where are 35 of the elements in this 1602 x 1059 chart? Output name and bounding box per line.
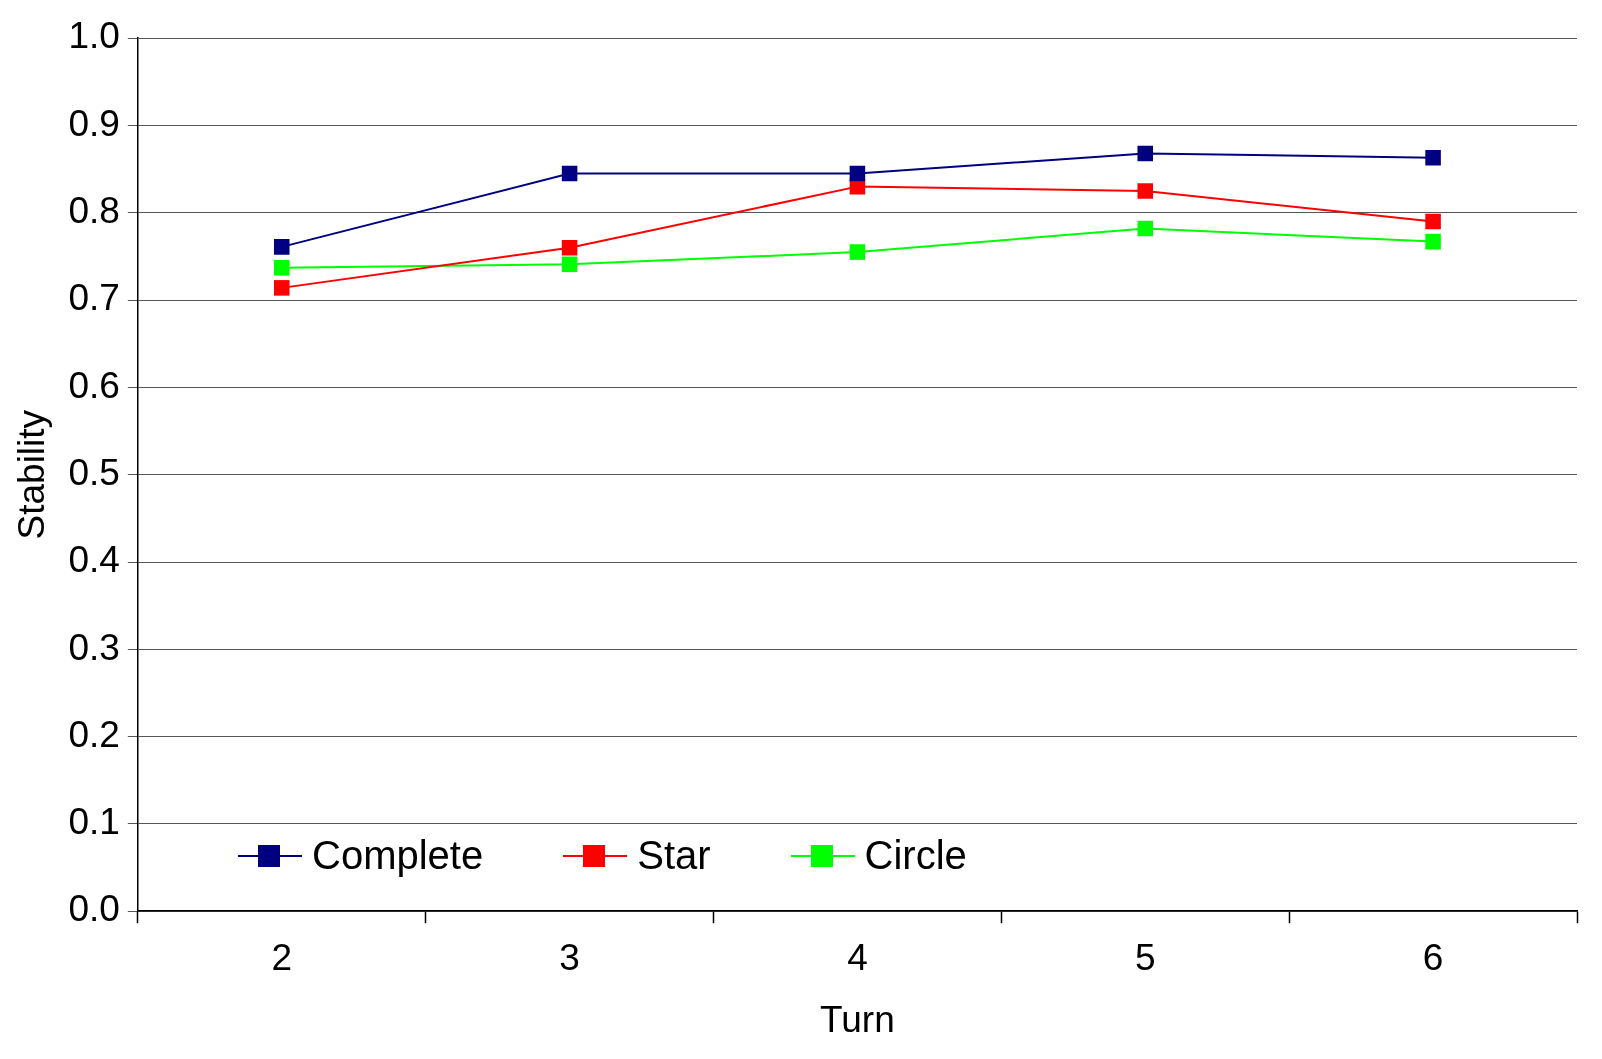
point bbox=[849, 165, 866, 182]
x-tick-label: 4 bbox=[847, 936, 868, 978]
y-tick-label: 0.3 bbox=[68, 626, 120, 668]
x-tick-label: 5 bbox=[1134, 936, 1156, 978]
x-tick-label: 6 bbox=[1422, 936, 1444, 978]
y-tick-label: 0.1 bbox=[68, 801, 120, 843]
y-tick-label: 0.5 bbox=[68, 451, 120, 493]
y-tick-label: 1.0 bbox=[68, 15, 120, 57]
point bbox=[561, 239, 578, 256]
point bbox=[273, 280, 290, 296]
point bbox=[1137, 145, 1154, 162]
x-tick-label: 2 bbox=[271, 936, 293, 978]
point bbox=[1425, 150, 1441, 166]
point bbox=[1137, 183, 1154, 199]
y-tick-label: 0.7 bbox=[68, 277, 120, 319]
y-axis-title: Stability bbox=[11, 409, 53, 540]
point bbox=[1137, 220, 1154, 237]
point bbox=[273, 260, 290, 276]
point bbox=[849, 244, 866, 260]
point bbox=[1425, 233, 1441, 250]
y-tick-label: 0.9 bbox=[68, 102, 120, 144]
x-tick-label: 3 bbox=[559, 936, 580, 978]
y-tick-label: 0.2 bbox=[68, 713, 120, 755]
point bbox=[561, 256, 578, 273]
legend-label: Star bbox=[637, 833, 711, 878]
point bbox=[273, 239, 290, 255]
point bbox=[1425, 213, 1441, 230]
y-tick-label: 0.0 bbox=[68, 888, 120, 930]
y-tick-label: 0.6 bbox=[68, 364, 120, 406]
legend-label: Circle bbox=[864, 833, 967, 878]
legend-label: Complete bbox=[312, 833, 484, 878]
x-axis-title: Turn bbox=[820, 999, 895, 1040]
point bbox=[561, 165, 578, 182]
y-tick-label: 0.8 bbox=[68, 190, 120, 231]
y-tick-label: 0.4 bbox=[68, 539, 120, 581]
